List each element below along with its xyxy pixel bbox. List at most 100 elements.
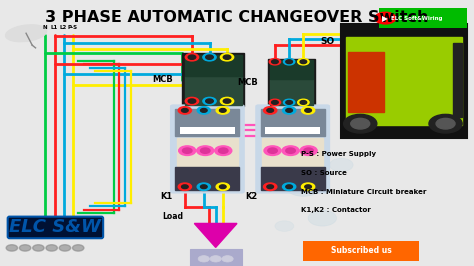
Circle shape: [283, 99, 295, 106]
Bar: [379, 8, 467, 28]
Circle shape: [188, 99, 196, 103]
Text: Subscribed us: Subscribed us: [331, 246, 392, 255]
Circle shape: [264, 183, 277, 190]
Bar: [182, 53, 244, 106]
Circle shape: [220, 97, 234, 105]
Circle shape: [267, 109, 273, 112]
Circle shape: [219, 148, 228, 153]
Text: L2: L2: [59, 26, 67, 30]
Text: ELC Soft&Wiring: ELC Soft&Wiring: [392, 16, 443, 20]
Circle shape: [286, 109, 292, 112]
Bar: [261, 167, 325, 190]
Bar: [175, 109, 239, 136]
Bar: [268, 59, 315, 106]
Bar: [453, 43, 462, 117]
Bar: [270, 60, 313, 79]
Circle shape: [272, 101, 278, 104]
Circle shape: [197, 183, 210, 190]
Bar: [180, 127, 235, 134]
Circle shape: [182, 148, 192, 153]
Circle shape: [269, 59, 281, 65]
Text: MCB: MCB: [237, 78, 258, 87]
Circle shape: [267, 185, 273, 189]
Circle shape: [298, 99, 309, 106]
Bar: [261, 109, 325, 136]
Text: ELC S&W: ELC S&W: [9, 218, 101, 236]
Circle shape: [283, 107, 296, 114]
Circle shape: [305, 185, 311, 189]
FancyBboxPatch shape: [256, 105, 329, 193]
Circle shape: [33, 245, 44, 251]
Circle shape: [305, 109, 311, 112]
Circle shape: [286, 60, 292, 64]
Text: 3 PHASE AUTOMATIC CHANGEOVER Switch: 3 PHASE AUTOMATIC CHANGEOVER Switch: [45, 10, 429, 25]
Text: ▶: ▶: [383, 14, 388, 23]
Text: P-S: P-S: [67, 26, 78, 30]
Text: L1: L1: [51, 26, 58, 30]
Circle shape: [182, 185, 188, 189]
Text: K1,K2 : Contactor: K1,K2 : Contactor: [301, 207, 371, 213]
Circle shape: [264, 146, 281, 155]
Circle shape: [351, 118, 370, 129]
Circle shape: [283, 183, 296, 190]
Circle shape: [206, 55, 213, 59]
Circle shape: [308, 210, 337, 226]
Bar: [346, 37, 462, 125]
Circle shape: [220, 53, 234, 61]
Circle shape: [264, 107, 277, 114]
Bar: [270, 79, 313, 105]
Circle shape: [206, 99, 213, 103]
Circle shape: [272, 60, 278, 64]
Circle shape: [429, 114, 462, 133]
Circle shape: [197, 107, 210, 114]
Circle shape: [344, 114, 377, 133]
Circle shape: [285, 176, 321, 196]
Bar: [341, 24, 467, 138]
Circle shape: [300, 60, 307, 64]
Circle shape: [59, 245, 71, 251]
Bar: [303, 241, 419, 261]
Circle shape: [300, 101, 307, 104]
Bar: [190, 249, 242, 266]
Circle shape: [178, 107, 191, 114]
Text: Load: Load: [163, 212, 183, 221]
Circle shape: [300, 146, 317, 155]
Circle shape: [304, 148, 313, 153]
Text: K1: K1: [160, 192, 172, 201]
Bar: [262, 138, 323, 166]
Text: K2: K2: [245, 192, 257, 201]
Circle shape: [6, 245, 18, 251]
Text: N: N: [43, 26, 47, 30]
Circle shape: [283, 59, 295, 65]
Bar: [185, 55, 242, 76]
Bar: [175, 167, 239, 190]
Circle shape: [185, 97, 199, 105]
Circle shape: [210, 256, 221, 262]
Text: SO: SO: [320, 37, 334, 45]
Circle shape: [329, 158, 353, 172]
Ellipse shape: [5, 25, 47, 42]
Circle shape: [219, 109, 226, 112]
Circle shape: [216, 183, 229, 190]
Circle shape: [201, 109, 207, 112]
Circle shape: [185, 53, 199, 61]
Circle shape: [375, 12, 396, 24]
Circle shape: [223, 99, 231, 103]
Circle shape: [203, 97, 216, 105]
Circle shape: [203, 53, 216, 61]
Bar: [265, 127, 320, 134]
Circle shape: [178, 183, 191, 190]
Circle shape: [301, 183, 315, 190]
FancyBboxPatch shape: [171, 105, 244, 193]
Text: MCB : Miniature Circuit breaker: MCB : Miniature Circuit breaker: [301, 189, 427, 194]
Circle shape: [268, 148, 277, 153]
Bar: [177, 138, 238, 166]
Circle shape: [286, 185, 292, 189]
Circle shape: [179, 146, 196, 155]
Circle shape: [201, 185, 207, 189]
Circle shape: [282, 146, 299, 155]
Circle shape: [19, 245, 31, 251]
Text: MCB: MCB: [152, 75, 173, 84]
Circle shape: [182, 109, 188, 112]
Circle shape: [222, 256, 233, 262]
